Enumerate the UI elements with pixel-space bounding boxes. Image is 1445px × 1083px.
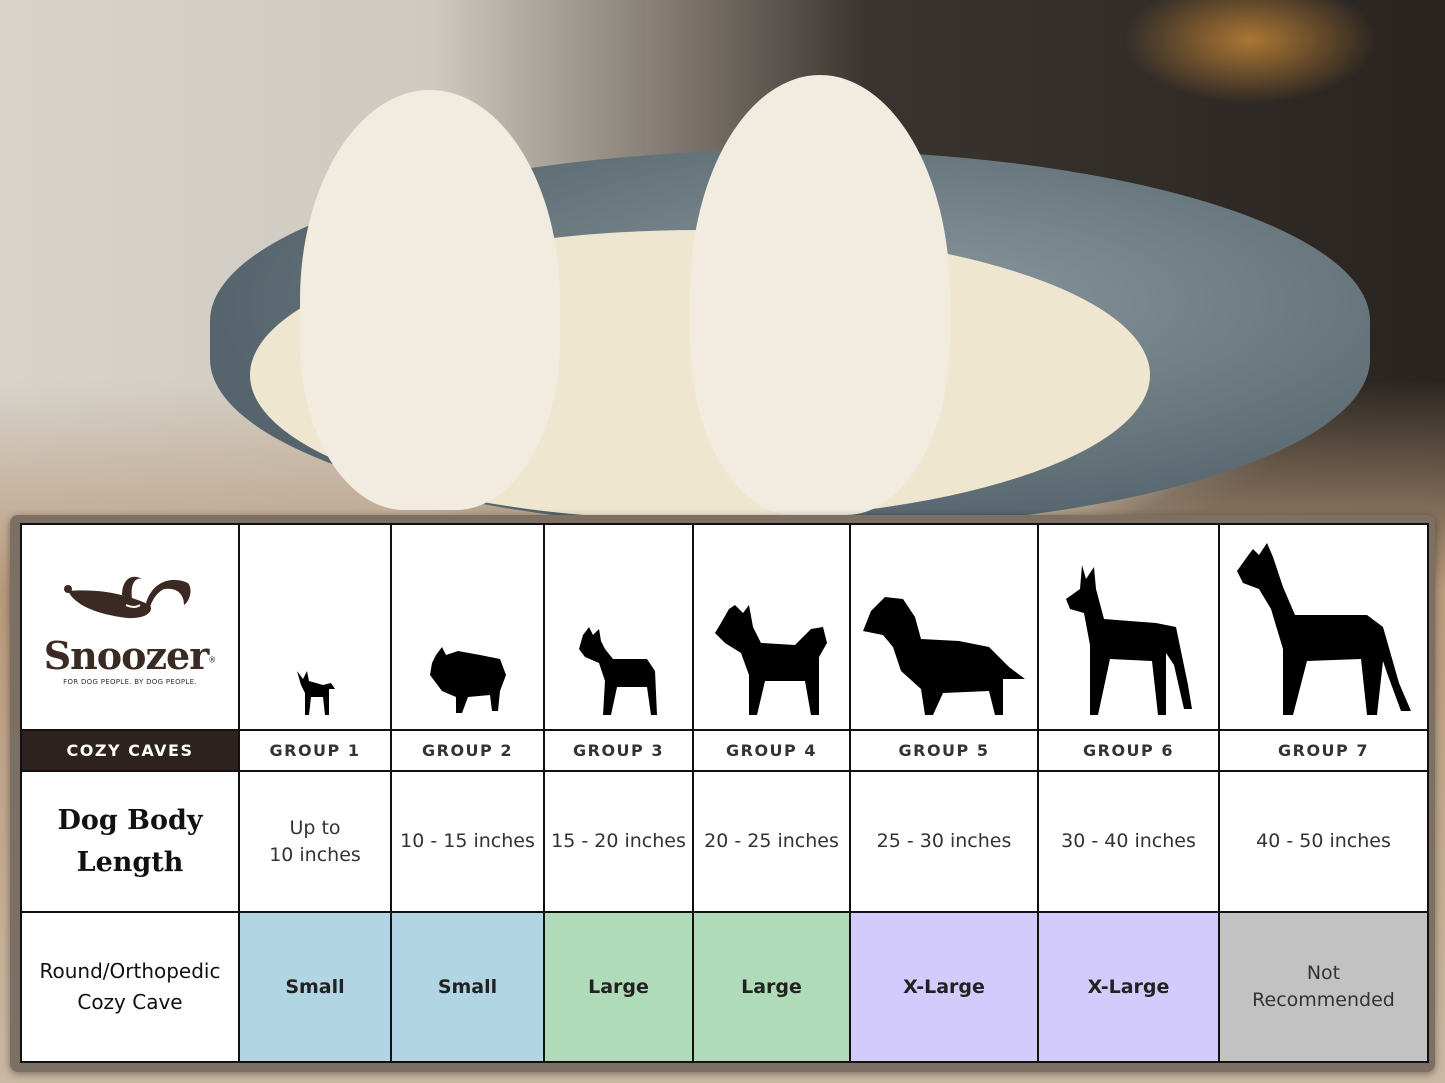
group-1-size: Small [238, 911, 392, 1063]
group-1-length: Up to 10 inches [238, 769, 392, 914]
group-7-label: GROUP 7 [1218, 729, 1429, 772]
row-label-line: Round/Orthopedic [39, 959, 221, 984]
brand-name: Snoozer [43, 632, 210, 678]
group-2-size: Small [390, 911, 545, 1063]
body-length-row-label: Dog Body Length [20, 769, 240, 914]
group-3-length: 15 - 20 inches [543, 769, 694, 914]
group-2-label: GROUP 2 [390, 729, 545, 772]
dog-right-photo [690, 75, 950, 515]
group-4-label: GROUP 4 [692, 729, 851, 772]
silhouette-row: Snoozer® FOR DOG PEOPLE. BY DOG PEOPLE. [20, 522, 1429, 732]
product-line-label: COZY CAVES [20, 729, 240, 772]
golden-retriever-silhouette-icon [849, 522, 1039, 732]
group-7-length: 40 - 50 inches [1218, 769, 1429, 914]
group-6-length: 30 - 40 inches [1037, 769, 1220, 914]
group-5-label: GROUP 5 [849, 729, 1039, 772]
row-label-line: Length [76, 846, 184, 878]
pomeranian-silhouette-icon [390, 522, 545, 732]
length-line: 10 inches [269, 843, 361, 866]
group-5-length: 25 - 30 inches [849, 769, 1039, 914]
group-3-size: Large [543, 911, 694, 1063]
cozy-cave-size-row: Round/Orthopedic Cozy Cave Small Small La… [20, 911, 1429, 1063]
doberman-silhouette-icon [1037, 522, 1220, 732]
cozy-cave-row-label: Round/Orthopedic Cozy Cave [20, 911, 240, 1063]
body-length-row: Dog Body Length Up to 10 inches 10 - 15 in… [20, 769, 1429, 914]
group-4-size: Large [692, 911, 851, 1063]
group-3-label: GROUP 3 [543, 729, 694, 772]
dog-left-photo [300, 90, 560, 510]
great-dane-silhouette-icon [1218, 522, 1429, 732]
length-line: Up to [289, 816, 341, 839]
boston-terrier-silhouette-icon [543, 522, 694, 732]
group-2-length: 10 - 15 inches [390, 769, 545, 914]
group-6-label: GROUP 6 [1037, 729, 1220, 772]
size-line: Recommended [1252, 989, 1395, 1012]
row-label-line: Dog Body [57, 804, 203, 836]
row-label-line: Cozy Cave [77, 990, 183, 1015]
size-line: Not [1306, 962, 1341, 985]
group-4-length: 20 - 25 inches [692, 769, 851, 914]
group-label-row: COZY CAVES GROUP 1 GROUP 2 GROUP 3 GROUP… [20, 729, 1429, 772]
shiba-silhouette-icon [692, 522, 851, 732]
size-chart-table: Snoozer® FOR DOG PEOPLE. BY DOG PEOPLE. … [20, 522, 1429, 1063]
chihuahua-silhouette-icon [238, 522, 392, 732]
brand-logo: Snoozer® FOR DOG PEOPLE. BY DOG PEOPLE. [20, 522, 240, 732]
snoozer-dog-logo-icon [64, 576, 191, 618]
group-6-size: X-Large [1037, 911, 1220, 1063]
group-5-size: X-Large [849, 911, 1039, 1063]
group-7-size: Not Recommended [1218, 911, 1429, 1063]
brand-tagline: FOR DOG PEOPLE. BY DOG PEOPLE. [63, 677, 197, 686]
group-1-label: GROUP 1 [238, 729, 392, 772]
registered-mark: ® [208, 655, 217, 665]
